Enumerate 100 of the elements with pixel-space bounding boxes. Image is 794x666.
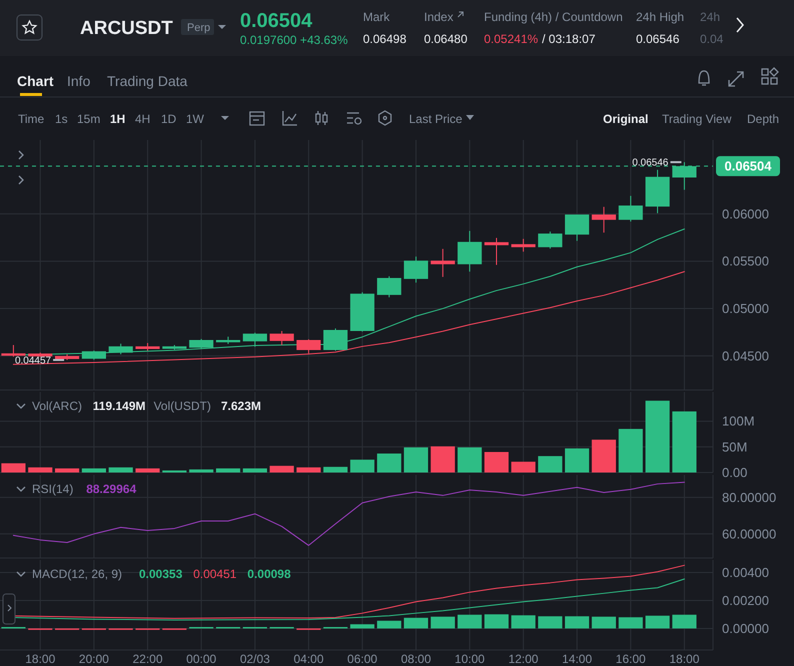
- text: 24h High: [636, 10, 684, 24]
- text: Depth: [747, 112, 780, 126]
- y-tick-label: 0.00400: [722, 564, 769, 580]
- annotation: 119.149M: [92, 399, 146, 413]
- x-tick-label: 06:00: [347, 652, 378, 666]
- x-tick-label: 12:00: [508, 652, 539, 666]
- bar: [645, 400, 670, 472]
- y-tick-label: 100M: [722, 414, 755, 429]
- y-tick-label: 50M: [722, 439, 748, 454]
- text: Funding (4h) / Countdown: [484, 10, 623, 24]
- bar: [592, 440, 616, 472]
- text: 4H: [135, 112, 150, 126]
- text: 1D: [161, 112, 177, 126]
- text: Info: [67, 73, 91, 89]
- annotation: 0.00098: [247, 567, 292, 581]
- x-tick-label: 00:00: [186, 652, 217, 666]
- text: Trading Data: [107, 73, 188, 89]
- bar: [592, 616, 616, 628]
- text: 0.06498: [363, 32, 407, 46]
- text: Time: [18, 112, 45, 126]
- bar: [672, 411, 696, 472]
- x-tick-label: 18:00: [25, 652, 56, 666]
- bar: [645, 616, 670, 628]
- text: 0.04: [700, 32, 724, 46]
- y-tick-label: 0.04500: [722, 348, 769, 364]
- annotation: Vol(ARC): [32, 399, 82, 413]
- x-tick-label: 16:00: [616, 652, 646, 666]
- annotation: 88.29964: [86, 482, 137, 496]
- bar: [538, 456, 562, 472]
- bar: [1, 463, 26, 472]
- candlestick: [430, 248, 455, 278]
- annotation: 0.00451: [193, 567, 237, 581]
- candlestick: [511, 238, 536, 252]
- text: 15m: [77, 112, 100, 126]
- text: 0.06504: [240, 10, 314, 32]
- bar: [430, 616, 455, 628]
- x-tick-label: 14:00: [562, 652, 592, 666]
- text: Chart: [17, 73, 54, 89]
- bar: [136, 468, 160, 472]
- text: 1s: [55, 112, 68, 126]
- annotation: 0.00353: [139, 567, 183, 581]
- text: Perp: [187, 22, 210, 34]
- y-tick-label: 0.00000: [722, 620, 769, 636]
- bar: [511, 615, 536, 628]
- y-tick-label: 80.00000: [722, 490, 776, 505]
- bar: [484, 452, 509, 472]
- ref-line-label: 0.06504: [724, 158, 772, 174]
- text: 1W: [186, 112, 205, 126]
- y-tick-label: 0.05500: [722, 254, 769, 269]
- bar: [270, 466, 294, 472]
- x-tick-label: 02/03: [240, 652, 270, 666]
- x-tick-label: 18:00: [669, 652, 700, 666]
- bar: [55, 468, 80, 472]
- text: Last Price: [409, 112, 463, 126]
- bar: [564, 616, 590, 628]
- bar: [404, 618, 428, 628]
- candlestick: [484, 237, 509, 266]
- bar: [350, 460, 374, 472]
- y-tick-label: 60.00000: [722, 526, 776, 542]
- line-series: [12, 482, 685, 546]
- text: 24h: [700, 10, 720, 24]
- text: 0.0197600 +43.63%: [240, 33, 348, 47]
- x-tick-label: 22:00: [132, 652, 163, 666]
- bar: [189, 469, 214, 472]
- y-tick-label: 0.00200: [722, 592, 769, 608]
- bar: [564, 448, 590, 472]
- annotation: RSI(14): [32, 482, 74, 496]
- bar: [28, 467, 52, 472]
- bar: [618, 428, 643, 472]
- annotation: MACD(12, 26, 9): [32, 567, 122, 581]
- text: Index: [424, 10, 454, 24]
- x-tick-label: 04:00: [294, 652, 324, 666]
- bar: [538, 616, 562, 628]
- annotation: 7.623M: [221, 399, 262, 413]
- bar: [82, 468, 106, 472]
- x-tick-label: 08:00: [400, 652, 432, 666]
- text: ARCUSDT: [80, 18, 174, 39]
- bar: [458, 447, 482, 472]
- bar: [484, 614, 509, 628]
- text: / 03:18:07: [542, 32, 596, 46]
- bar: [430, 446, 455, 472]
- annotation: Vol(USDT): [154, 399, 211, 413]
- text: 0.06480: [424, 32, 468, 46]
- text: 1H: [110, 112, 126, 126]
- bar: [242, 468, 268, 472]
- bar: [672, 614, 696, 628]
- bar: [511, 462, 536, 472]
- bar: [296, 467, 321, 472]
- y-tick-label: 0.06000: [722, 206, 769, 222]
- y-tick-label: 0.05000: [722, 301, 769, 316]
- text: 0.05241%: [484, 32, 538, 46]
- text: Mark: [363, 10, 391, 24]
- bar: [350, 624, 374, 628]
- text: Trading View: [662, 112, 732, 126]
- y-tick-label: 0.00: [722, 465, 748, 480]
- x-tick-label: 20:00: [78, 652, 110, 666]
- bar: [323, 466, 348, 472]
- bar: [404, 447, 428, 472]
- bar: [458, 614, 482, 628]
- bar: [618, 617, 643, 628]
